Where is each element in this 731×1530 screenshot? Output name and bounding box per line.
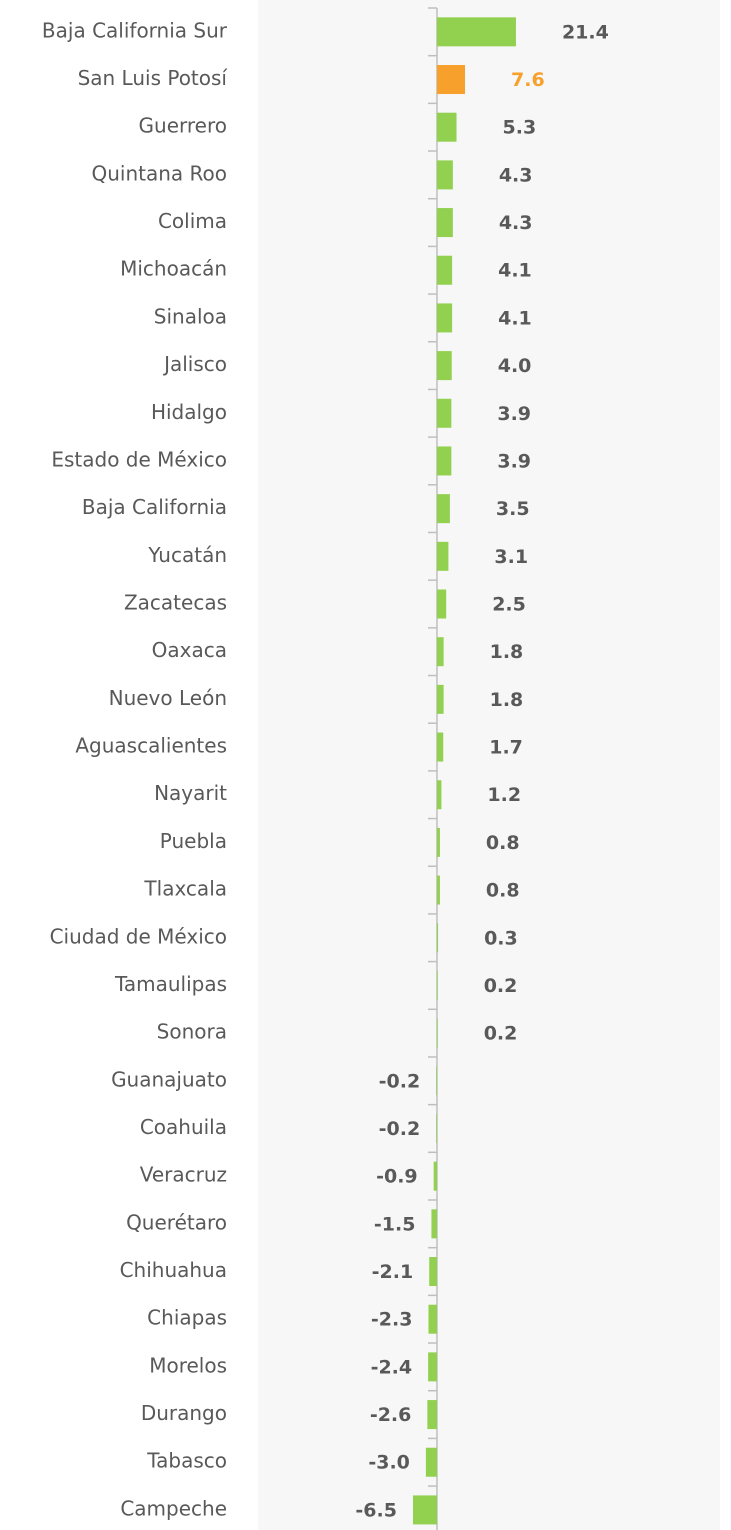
category-label: Tabasco [146,1449,227,1473]
bar [436,732,444,762]
category-label: Guanajuato [111,1067,227,1091]
value-label: -2.4 [371,1356,413,1378]
bar [428,1352,437,1382]
bar [436,160,453,190]
value-label: -0.2 [379,1118,421,1140]
category-label: Veracruz [140,1163,227,1187]
value-label: 7.6 [511,69,545,91]
category-label: Querétaro [126,1210,227,1234]
value-label: -2.3 [371,1309,413,1331]
category-label: Campeche [120,1496,227,1520]
category-label: Baja California [82,495,227,519]
category-label: Nayarit [154,781,227,805]
value-label: 4.0 [498,355,532,377]
category-label: Ciudad de México [50,924,227,948]
value-label: 5.3 [503,117,537,139]
category-label: Tamaulipas [114,972,227,996]
category-label: Michoacán [120,257,227,281]
value-label: 0.2 [484,1023,518,1045]
category-label: Morelos [149,1353,227,1377]
category-label: Quintana Roo [91,161,227,185]
value-label: 21.4 [562,21,609,43]
bar [436,780,442,810]
bar [436,827,440,857]
bar [436,351,452,381]
category-label: Hidalgo [151,400,227,424]
value-label: 1.2 [487,784,521,806]
category-label: Aguascalientes [75,734,227,758]
bar [436,1066,437,1096]
value-label: 0.8 [486,832,520,854]
value-label: -0.2 [379,1070,421,1092]
bar [427,1400,437,1430]
bar [436,398,452,428]
value-label: 0.3 [484,927,518,949]
bar [436,112,457,142]
value-label: 0.8 [486,880,520,902]
category-label: Sinaloa [154,304,227,328]
category-label: Estado de México [51,447,227,471]
category-label: Oaxaca [152,638,227,662]
bar [436,1018,438,1048]
value-label: -1.5 [374,1213,416,1235]
category-label: Jalisco [162,352,227,376]
plot-background [258,0,720,1530]
bar [433,1161,437,1191]
value-label: 1.8 [490,641,524,663]
value-label: 3.9 [497,450,531,472]
value-label: 1.7 [489,737,523,759]
bar [436,446,452,476]
value-label: 3.5 [496,498,530,520]
bar [436,1113,437,1143]
value-label: 4.1 [498,307,532,329]
value-label: 4.1 [498,260,532,282]
category-label: Durango [141,1401,227,1425]
category-label: Nuevo León [109,686,227,710]
value-label: -3.0 [368,1452,410,1474]
bar [436,494,450,524]
value-label: 3.1 [494,546,528,568]
bar [412,1495,437,1525]
bar [436,17,516,47]
category-label: Chihuahua [120,1258,227,1282]
value-label: -2.6 [370,1404,412,1426]
value-label: 1.8 [490,689,524,711]
value-label: 4.3 [499,212,533,234]
bar [436,208,453,238]
bar [436,303,453,333]
category-label: Chiapas [147,1306,227,1330]
bar [436,684,444,714]
value-label: 2.5 [492,594,526,616]
value-label: 0.2 [484,975,518,997]
value-label: -0.9 [376,1166,418,1188]
category-label: Colima [158,209,227,233]
bar [425,1447,437,1477]
category-label: Zacatecas [124,591,227,615]
value-label: 4.3 [499,164,533,186]
bar [431,1209,437,1239]
bar [436,589,447,619]
category-label: Puebla [160,829,227,853]
value-label: 3.9 [497,403,531,425]
bar [436,970,438,1000]
bar [428,1304,437,1334]
category-label: Tlaxcala [143,877,227,901]
bar [436,541,449,571]
category-label: Coahuila [140,1115,227,1139]
bar [429,1257,437,1287]
category-label: Yucatán [147,543,227,567]
bar [436,923,439,953]
category-label: San Luis Potosí [78,66,229,90]
value-label: -2.1 [372,1261,414,1283]
category-label: Baja California Sur [42,18,228,42]
bar [436,875,440,905]
value-label: -6.5 [355,1499,397,1521]
category-label: Sonora [157,1020,227,1044]
category-label: Guerrero [139,114,227,138]
bar [436,255,453,285]
bar [436,637,444,667]
bar [436,65,466,95]
